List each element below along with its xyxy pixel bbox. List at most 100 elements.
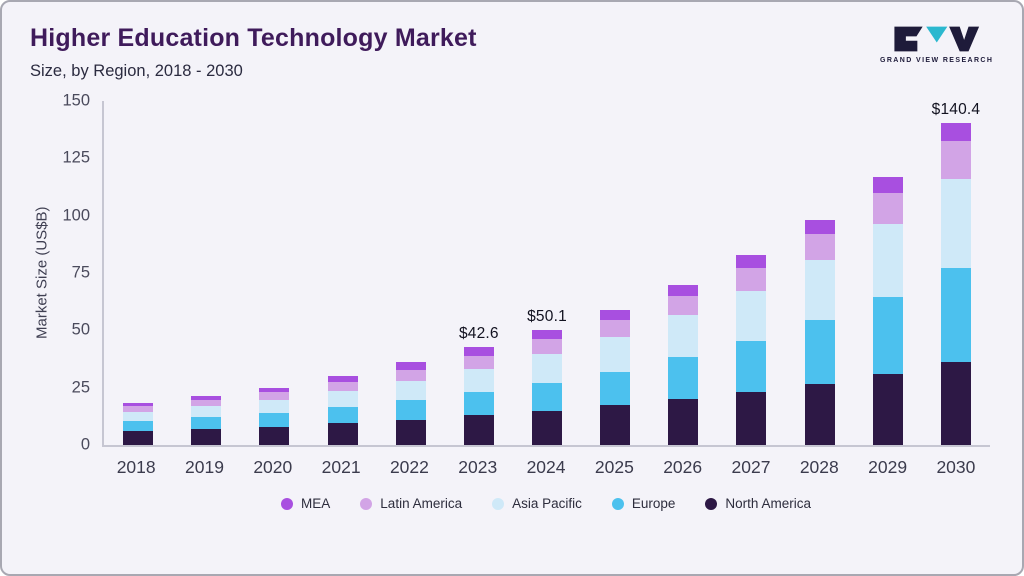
bar-segment-mea (940, 123, 971, 142)
x-axis-label-2027: 2027 (731, 457, 771, 477)
legend-item-europe: Europe (611, 496, 676, 511)
bar-column-2023: $42.6 (445, 101, 513, 445)
bar-segment-asia-pacific (191, 406, 222, 418)
legend-label: Europe (631, 496, 676, 511)
bar-segment-asia-pacific (463, 368, 494, 393)
bar-segment-north-america (804, 384, 835, 445)
x-axis-label-2029: 2029 (868, 457, 908, 477)
bar-column-2027 (717, 101, 785, 445)
bar-segment-latin-america (327, 381, 358, 391)
x-axis-label-2024: 2024 (526, 457, 566, 477)
bar-segment-mea (872, 176, 903, 193)
bar-column-2028 (786, 101, 854, 445)
bar-segment-europe (259, 412, 290, 427)
bar-segment-europe (532, 383, 563, 411)
bar-segment-mea (259, 387, 290, 393)
legend-label: Latin America (380, 496, 463, 511)
bar-segment-latin-america (736, 268, 767, 292)
bar-stack (463, 347, 494, 445)
bar-segment-europe (395, 400, 426, 420)
gvr-logo-icon (894, 26, 980, 52)
y-axis-ticks: 0 25 50 75 100 125 150 (54, 92, 102, 454)
legend-item-asia-pacific: Asia Pacific (492, 496, 582, 511)
x-axis-label-2030: 2030 (936, 457, 976, 477)
bar-segment-mea (532, 330, 563, 339)
header: Higher Education Technology Market Size,… (30, 18, 992, 81)
bar-segment-north-america (259, 426, 290, 445)
bar-segment-mea (395, 362, 426, 370)
bar-segment-latin-america (600, 320, 631, 338)
bar-segment-mea (736, 254, 767, 269)
bar-segment-north-america (395, 419, 426, 445)
bar-segment-latin-america (259, 392, 290, 400)
y-tick-label: 0 (80, 435, 90, 454)
bar-annotation: $50.1 (527, 307, 567, 325)
bar-stack (600, 309, 631, 445)
bar-segment-north-america (463, 415, 494, 445)
bar-segment-europe (191, 417, 222, 429)
x-axis-label-2020: 2020 (253, 457, 293, 477)
bar-segment-asia-pacific (872, 223, 903, 298)
bar-segment-europe (668, 356, 699, 400)
legend-dot-icon (492, 497, 505, 510)
legend-dot-icon (281, 497, 294, 510)
bar-stack (940, 123, 971, 445)
legend-dot-icon (611, 497, 624, 510)
bar-segment-europe (600, 371, 631, 405)
legend-item-latin-america: Latin America (360, 496, 462, 511)
legend-item-mea: MEA (281, 496, 330, 511)
bar-segment-latin-america (395, 369, 426, 381)
bar-segment-latin-america (123, 406, 154, 412)
bar-stack (395, 362, 426, 445)
bar-segment-asia-pacific (804, 260, 835, 321)
chart-subtitle: Size, by Region, 2018 - 2030 (30, 62, 243, 80)
x-axis-label-2018: 2018 (116, 457, 156, 477)
legend-label: North America (725, 496, 811, 511)
bar-column-2018 (104, 101, 172, 445)
bar-segment-north-america (327, 423, 358, 445)
bar-segment-latin-america (191, 399, 222, 407)
x-axis-label-2025: 2025 (594, 457, 634, 477)
bar-segment-europe (872, 297, 903, 374)
bar-segment-latin-america (940, 141, 971, 179)
y-tick-label: 25 (71, 378, 90, 397)
x-axis-label-2021: 2021 (321, 457, 361, 477)
y-tick-label: 50 (71, 320, 90, 339)
y-tick-label: 75 (71, 263, 90, 282)
bar-segment-latin-america (804, 234, 835, 261)
bar-segment-asia-pacific (327, 390, 358, 407)
bar-segment-europe (736, 340, 767, 393)
bar-column-2026 (649, 101, 717, 445)
bar-segment-europe (327, 406, 358, 424)
bar-segment-mea (327, 376, 358, 382)
legend-dot-icon (705, 497, 718, 510)
bar-segment-mea (463, 347, 494, 356)
bar-stack (668, 284, 699, 445)
bar-stack (736, 254, 767, 445)
chart-area: Market Size (US$B) 0 25 50 75 100 125 150 $42.… (30, 92, 990, 511)
bar-column-2019 (172, 101, 240, 445)
bar-annotation: $140.4 (931, 100, 981, 118)
y-tick-label: 150 (62, 91, 90, 110)
bar-segment-north-america (668, 399, 699, 445)
plot-column: $42.6 $50.1 $140.4 2018 2019 2020 2021 2022 202… (102, 101, 990, 511)
bar-annotation: $42.6 (458, 324, 499, 342)
bar-stack (327, 376, 358, 445)
x-axis-label-2023: 2023 (458, 457, 498, 477)
title-block: Higher Education Technology Market Size,… (30, 18, 477, 81)
bar-column-2022 (377, 101, 445, 445)
bar-stack (532, 330, 563, 445)
bar-column-2029 (854, 101, 922, 445)
bar-segment-europe (804, 320, 835, 385)
bar-segment-north-america (532, 410, 563, 445)
legend-label: Asia Pacific (512, 496, 582, 511)
bar-segment-north-america (600, 404, 631, 445)
gvr-logo: GRAND VIEW RESEARCH (880, 24, 992, 64)
bar-segment-mea (804, 220, 835, 235)
bar-segment-north-america (191, 428, 222, 445)
legend-item-north-america: North America (705, 496, 811, 511)
bar-segment-north-america (736, 392, 767, 445)
bar-stack (872, 176, 903, 445)
bar-segment-mea (668, 284, 699, 296)
